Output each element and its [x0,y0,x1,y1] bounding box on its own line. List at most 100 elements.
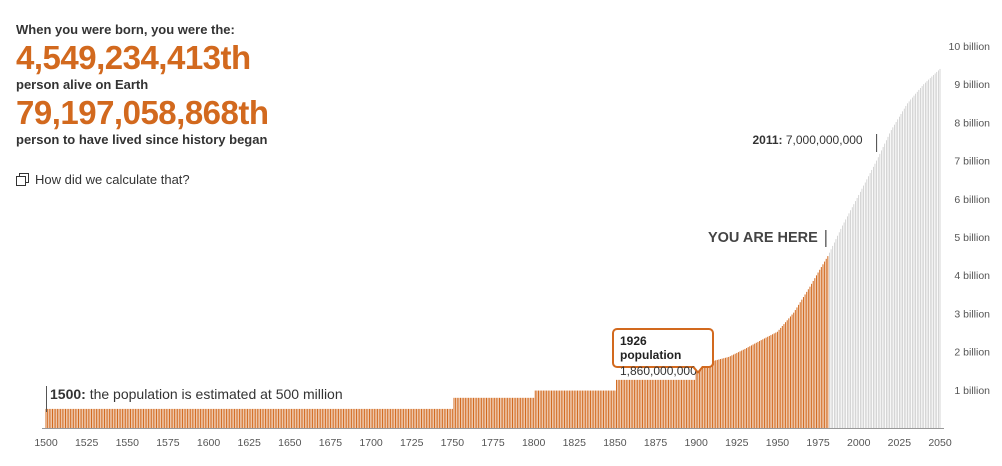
population-bar [702,363,704,428]
population-bar [789,316,791,428]
population-bar [269,408,271,428]
population-bar [458,397,460,428]
population-bar [250,408,252,428]
population-bar [620,379,622,428]
born-rank: 4,549,234,413th [16,39,251,76]
population-bar [212,408,214,428]
population-bar [749,346,751,428]
population-bar [843,222,845,428]
population-bar [830,249,832,428]
population-bar [594,390,596,428]
x-tick-label: 1600 [197,437,221,449]
population-bar [552,390,554,428]
population-bar [814,278,816,428]
population-bar [271,408,273,428]
population-bar [500,397,502,428]
population-bar [783,324,785,428]
population-bar [289,408,291,428]
population-bar [499,397,500,428]
population-bar [515,397,517,428]
population-bar [879,153,881,428]
popup-window-icon [16,173,29,186]
y-tick-label: 7 billion [954,156,990,168]
population-bar [139,408,141,428]
population-bar [112,408,114,428]
population-bar [97,408,99,428]
population-bar [648,379,650,428]
population-bar [785,322,787,428]
population-bar [425,408,427,428]
start-annotation: 1500: the population is estimated at 500… [50,386,343,402]
population-bar [433,408,435,428]
population-bar [525,397,527,428]
population-bar [542,390,544,428]
population-bar [815,275,817,428]
population-bar [147,408,149,428]
population-bar [443,408,445,428]
population-bar [282,408,284,428]
population-bar [237,408,239,428]
population-bar [861,188,863,428]
population-bar [685,379,687,428]
population-bar [99,408,101,428]
population-bar [284,408,286,428]
population-bar [760,340,762,428]
population-bar [81,408,83,428]
population-bar [398,408,400,428]
population-bar [279,408,281,428]
population-bar [497,397,499,428]
population-bar [557,390,559,428]
population-bar [84,408,86,428]
population-bar [160,408,162,428]
population-bar [162,408,164,428]
population-bar [472,397,474,428]
population-bar [689,379,691,428]
population-bar [541,390,543,428]
population-bar [146,408,148,428]
population-bar [801,299,803,428]
population-bar [261,408,263,428]
calculation-link[interactable]: How did we calculate that? [16,172,190,187]
population-bar [866,179,868,428]
x-tick-label: 1875 [644,437,668,449]
population-bar [201,408,203,428]
population-bar [455,397,457,428]
population-bar [92,408,94,428]
population-bar [266,408,268,428]
population-bar [721,358,723,428]
population-bar [494,397,496,428]
population-bar [736,352,738,428]
population-bar [495,397,497,428]
population-bar [679,379,681,428]
population-bar [48,408,50,428]
population-bar [728,356,730,428]
population-bar [182,408,184,428]
tooltip-value: 1,860,000,000 [620,364,697,378]
population-bar [53,408,55,428]
population-bar [632,379,634,428]
population-bar [765,337,767,428]
population-bar [612,390,614,428]
population-bar [394,408,396,428]
population-bar [835,239,837,428]
population-bar [95,408,97,428]
population-bar [781,326,783,428]
population-bar [551,390,553,428]
population-bar [907,103,908,429]
population-bar [450,408,452,428]
population-bar [206,408,208,428]
population-bar [391,408,393,428]
population-bar [775,332,777,428]
population-bar [411,408,413,428]
population-bar [856,198,858,428]
population-bar [123,408,125,428]
population-bar [492,397,494,428]
population-bar [794,310,796,428]
population-bar [585,390,587,428]
population-bar [886,140,887,429]
population-bar [276,408,278,428]
population-bar [295,408,297,428]
population-bar [533,397,535,428]
y-tick-label: 10 billion [949,41,991,53]
population-bar [438,408,440,428]
